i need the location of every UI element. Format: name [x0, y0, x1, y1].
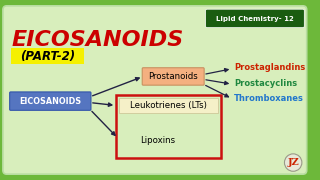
- Text: Lipid Chemistry- 12: Lipid Chemistry- 12: [216, 16, 293, 22]
- Text: JZ: JZ: [287, 158, 299, 167]
- Text: Leukotrienes (LTs): Leukotrienes (LTs): [130, 101, 207, 110]
- Text: Prostaglandins: Prostaglandins: [234, 63, 305, 72]
- Text: EICOSANOIDS: EICOSANOIDS: [12, 30, 184, 50]
- Bar: [116, 95, 220, 158]
- FancyBboxPatch shape: [142, 68, 204, 85]
- FancyBboxPatch shape: [11, 48, 84, 64]
- Text: Lipoxins: Lipoxins: [140, 136, 175, 145]
- Circle shape: [284, 154, 302, 171]
- Text: Prostanoids: Prostanoids: [148, 72, 198, 81]
- FancyBboxPatch shape: [3, 6, 307, 174]
- Text: Thromboxanes: Thromboxanes: [234, 94, 304, 103]
- Text: Prostacyclins: Prostacyclins: [234, 79, 297, 88]
- FancyBboxPatch shape: [119, 98, 218, 113]
- Text: (PART-2): (PART-2): [20, 50, 75, 63]
- FancyBboxPatch shape: [206, 9, 304, 28]
- FancyBboxPatch shape: [10, 92, 91, 110]
- Text: EICOSANOIDS: EICOSANOIDS: [19, 97, 81, 106]
